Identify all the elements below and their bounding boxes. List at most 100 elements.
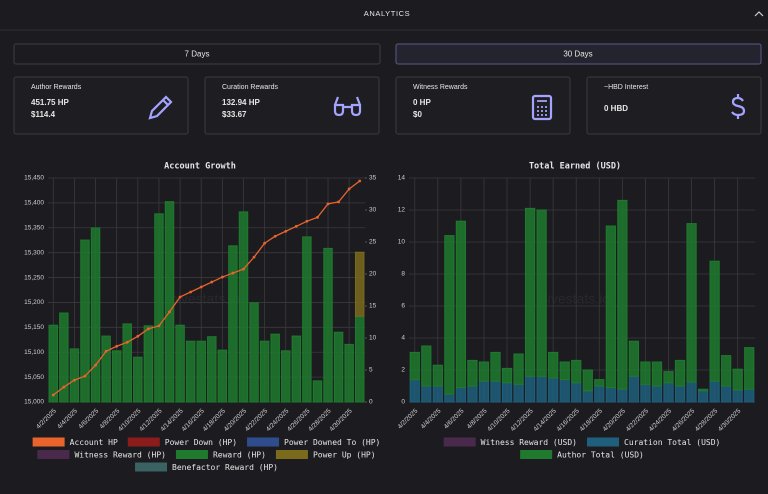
legend-label: Benefactor Reward (HP) <box>172 463 278 472</box>
line-point <box>73 378 76 382</box>
card-label: Curation Rewards <box>222 84 279 91</box>
bar <box>721 385 732 403</box>
timeframe-button[interactable] <box>13 43 381 65</box>
bar <box>501 382 513 403</box>
bar <box>111 350 122 403</box>
bar <box>421 385 432 403</box>
bar <box>59 312 69 403</box>
bar <box>594 385 605 403</box>
bar <box>175 324 185 403</box>
bar <box>721 355 732 387</box>
bar <box>490 351 501 382</box>
bar <box>48 324 59 403</box>
bar <box>732 389 743 403</box>
cards: Author Rewards 451.75 HP $114.4 Curation Re… <box>13 76 762 135</box>
line-point <box>178 295 182 299</box>
watermark: hivestats.io <box>540 291 610 307</box>
bar <box>548 351 559 379</box>
line-point <box>157 324 161 328</box>
bar <box>640 383 651 403</box>
y2-tick-label: 30 <box>369 207 377 214</box>
card-label: ~HBD Interest <box>604 84 648 91</box>
bar <box>628 340 640 377</box>
bar <box>101 335 111 403</box>
bar <box>467 385 478 403</box>
bar <box>674 385 686 403</box>
bar <box>421 345 432 387</box>
bar <box>207 336 217 403</box>
bar <box>571 359 582 384</box>
card-value: 451.75 HP <box>31 98 69 107</box>
dollar-icon <box>731 94 746 119</box>
card-value: 0 HBD <box>604 104 628 113</box>
line-point <box>337 200 340 204</box>
y-tick-label: 4 <box>401 335 405 342</box>
legend-swatch <box>135 462 168 472</box>
y2-tick-label: 20 <box>369 271 377 278</box>
bar <box>571 382 582 403</box>
bar <box>196 340 206 403</box>
pencil-icon <box>148 95 173 120</box>
bar <box>536 375 547 403</box>
glasses-icon <box>333 96 362 117</box>
legend-swatch <box>175 450 208 459</box>
bar <box>467 359 478 387</box>
collapse-caret[interactable] <box>754 11 764 17</box>
y-tick-label: 8 <box>401 271 405 278</box>
bar <box>582 369 593 392</box>
y-tick-label: 15,050 <box>24 374 44 381</box>
line-point <box>263 241 267 245</box>
bar <box>640 361 651 385</box>
bar <box>455 220 467 389</box>
line-point <box>294 224 298 228</box>
y-tick-label: 15,300 <box>24 249 44 256</box>
line-point <box>316 215 319 219</box>
y-tick-label: 15,200 <box>24 299 44 306</box>
bar <box>744 347 755 390</box>
bar <box>302 236 312 403</box>
bar <box>312 380 323 403</box>
card-value: 0 HP <box>413 98 431 107</box>
bar <box>80 239 90 403</box>
line-point <box>273 234 277 238</box>
bar <box>651 361 663 387</box>
y-tick-label: 15,350 <box>24 224 44 231</box>
card-value: $114.4 <box>31 110 56 119</box>
legend-swatch <box>127 437 160 447</box>
bar <box>490 380 501 403</box>
y-tick-label: 2 <box>401 367 405 374</box>
bar <box>249 302 259 403</box>
bar <box>291 335 302 403</box>
card-value: $0 <box>413 110 422 119</box>
line-point <box>146 327 150 331</box>
bar <box>69 348 80 403</box>
line-point <box>242 267 245 271</box>
legend-swatch <box>443 437 476 447</box>
bar <box>354 315 365 403</box>
line <box>52 180 361 396</box>
bar <box>444 235 455 395</box>
y-tick-label: 10 <box>398 239 406 246</box>
y-tick-label: 12 <box>398 207 406 214</box>
timeframe-label: 30 Days <box>563 50 592 59</box>
line-point <box>125 340 129 344</box>
bar <box>594 379 605 387</box>
bar <box>617 199 628 390</box>
legend-swatch <box>32 437 65 447</box>
card-value: 132.94 HP <box>222 98 260 107</box>
bar <box>238 211 249 403</box>
bar <box>513 353 524 385</box>
bar <box>409 379 420 403</box>
bar <box>709 260 720 382</box>
timeframe-button[interactable] <box>395 43 762 65</box>
y-tick-label: 15,100 <box>24 349 44 356</box>
y-tick-label: 15,150 <box>24 324 44 331</box>
bar <box>709 380 720 403</box>
legend-swatch <box>587 437 619 447</box>
bar <box>513 383 524 403</box>
legend-swatch <box>37 450 70 459</box>
bar <box>605 387 616 403</box>
y2-tick-label: 0 <box>369 399 373 406</box>
line-point <box>51 393 55 397</box>
